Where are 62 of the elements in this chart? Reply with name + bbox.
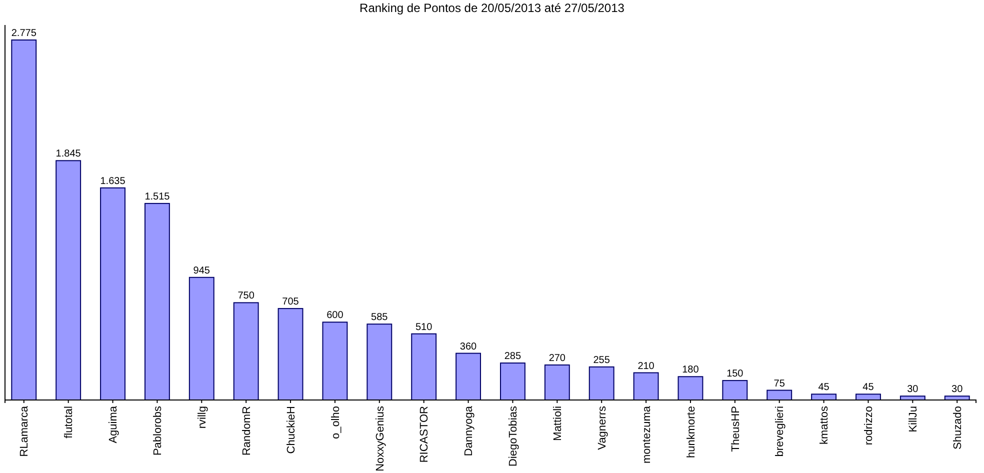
x-tick-label: kmattos [818, 406, 831, 445]
x-tick-label: DiegoTobias [508, 406, 520, 467]
data-label: 150 [726, 368, 744, 380]
bar [56, 160, 82, 400]
x-tick-label: montezuma [640, 405, 653, 464]
data-label: 255 [593, 354, 610, 366]
bar [278, 308, 304, 400]
bar [678, 376, 704, 400]
data-label: 1.635 [100, 176, 126, 187]
x-tick-label: Mattioli [552, 406, 564, 441]
bar [100, 187, 126, 400]
data-label: 1.845 [56, 148, 82, 160]
data-label: 2.775 [11, 28, 37, 39]
bar [722, 380, 748, 400]
data-label: 285 [504, 351, 522, 362]
data-label: 45 [862, 382, 874, 394]
x-tick-label: RICASTOR [418, 406, 431, 463]
x-tick-label: TheusHP [730, 406, 742, 452]
bar [411, 333, 437, 400]
data-label: 585 [371, 312, 388, 324]
data-label: 45 [818, 382, 830, 394]
x-tick-label: Pablorobs [152, 406, 164, 456]
bar [633, 372, 659, 400]
x-tick-label: rvillg [196, 406, 208, 429]
data-label: 30 [952, 384, 964, 396]
x-tick-label: breveglieri [774, 406, 786, 457]
bar [11, 40, 37, 400]
x-tick-label: RandomR [240, 406, 253, 456]
x-tick-label: Dannyoga [463, 405, 476, 456]
bar [544, 364, 570, 400]
data-label: 30 [907, 384, 919, 396]
bar [233, 302, 259, 400]
data-label: 210 [638, 360, 655, 372]
x-tick-label: rodrizzo [863, 406, 876, 446]
x-tick-label: ChuckieH [285, 406, 298, 454]
x-tick-label: NoxxyGenius [374, 406, 386, 472]
chart-title: Ranking de Pontos de 20/05/2013 até 27/05/2013 [360, 1, 625, 15]
data-label: 360 [460, 341, 478, 352]
x-tick-label: RLamarca [18, 405, 31, 457]
data-label: 705 [282, 296, 300, 308]
bar [144, 202, 170, 400]
data-label: 600 [326, 310, 344, 322]
data-label: 1.515 [144, 191, 170, 202]
x-tick-label: Shuzado [952, 406, 964, 450]
x-tick-label: Aguima [108, 405, 120, 444]
bar [366, 324, 392, 400]
bar [188, 276, 214, 400]
data-label: 750 [238, 290, 255, 302]
x-tick-label: o_olho [330, 406, 342, 440]
data-label: 510 [415, 322, 433, 333]
x-tick-label: flutotal [63, 406, 76, 438]
data-label: 945 [193, 265, 210, 276]
x-tick-label: Vagnerrs [596, 406, 608, 450]
data-label: 180 [682, 364, 700, 376]
bar [456, 352, 481, 400]
bar [500, 362, 526, 400]
x-tick-label: KillJu [908, 406, 920, 432]
data-label: 75 [774, 378, 786, 390]
bar [588, 366, 614, 400]
data-label: 270 [548, 352, 566, 364]
bar [322, 322, 348, 400]
x-tick-label: hunkmorte [685, 406, 698, 458]
